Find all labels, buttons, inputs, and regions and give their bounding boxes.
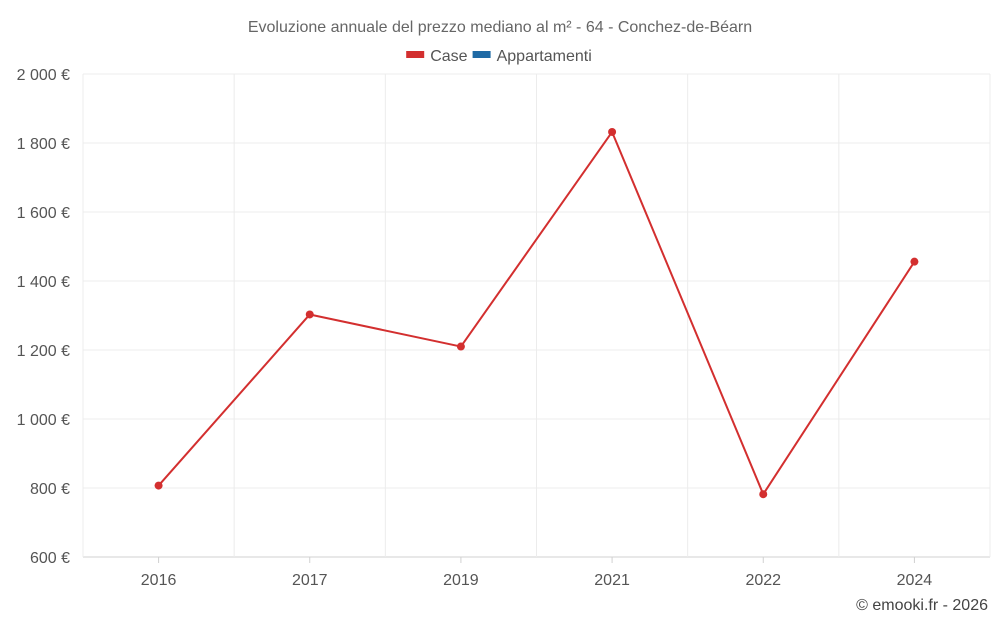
chart-grid (82, 73, 991, 558)
y-tick-label: 1 800 € (17, 136, 70, 153)
y-axis: 600 € 800 € 1 000 € 1 200 € 1 400 € 1 600 € 1 … (17, 67, 70, 567)
data-point-case-2017[interactable] (305, 310, 314, 319)
legend-swatch-case (406, 51, 425, 58)
legend-swatch-appartamenti (472, 51, 491, 58)
y-tick-label: 2 000 € (17, 67, 70, 84)
y-tick-label: 1 600 € (17, 205, 70, 222)
series-layer (154, 127, 919, 499)
data-point-case-2019[interactable] (456, 342, 465, 351)
x-tick-label: 2017 (292, 572, 328, 589)
copyright-credit: © emooki.fr - 2026 (856, 597, 988, 614)
y-tick-label: 1 000 € (17, 412, 70, 429)
legend-label-appartamenti[interactable]: Appartamenti (497, 48, 592, 65)
data-point-case-2022[interactable] (759, 490, 768, 499)
series-line-case (157, 130, 916, 496)
x-tick-label: 2021 (594, 572, 630, 589)
x-tick-label: 2024 (897, 572, 933, 589)
data-point-case-2024[interactable] (910, 257, 919, 266)
x-tick-label: 2022 (745, 572, 781, 589)
y-tick-label: 600 € (30, 550, 70, 567)
x-tick-label: 2019 (443, 572, 479, 589)
y-tick-label: 1 200 € (17, 343, 70, 360)
chart-legend: Case Appartamenti (406, 48, 592, 65)
data-point-case-2016[interactable] (154, 481, 163, 490)
x-axis: 2016 2017 2019 2021 2022 2024 (141, 557, 933, 589)
chart-title: Evoluzione annuale del prezzo mediano al… (248, 19, 752, 36)
x-tick-label: 2016 (141, 572, 177, 589)
legend-label-case[interactable]: Case (430, 48, 467, 65)
data-point-case-2021[interactable] (608, 127, 617, 136)
y-tick-label: 800 € (30, 481, 70, 498)
y-tick-label: 1 400 € (17, 274, 70, 291)
